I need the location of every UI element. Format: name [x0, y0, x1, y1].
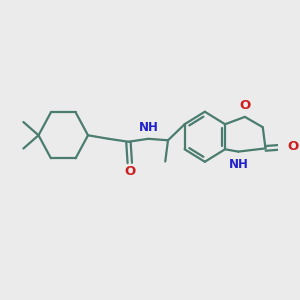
Text: O: O [124, 165, 135, 178]
Text: NH: NH [139, 121, 159, 134]
Text: NH: NH [229, 158, 249, 170]
Text: O: O [287, 140, 299, 153]
Text: O: O [240, 99, 251, 112]
